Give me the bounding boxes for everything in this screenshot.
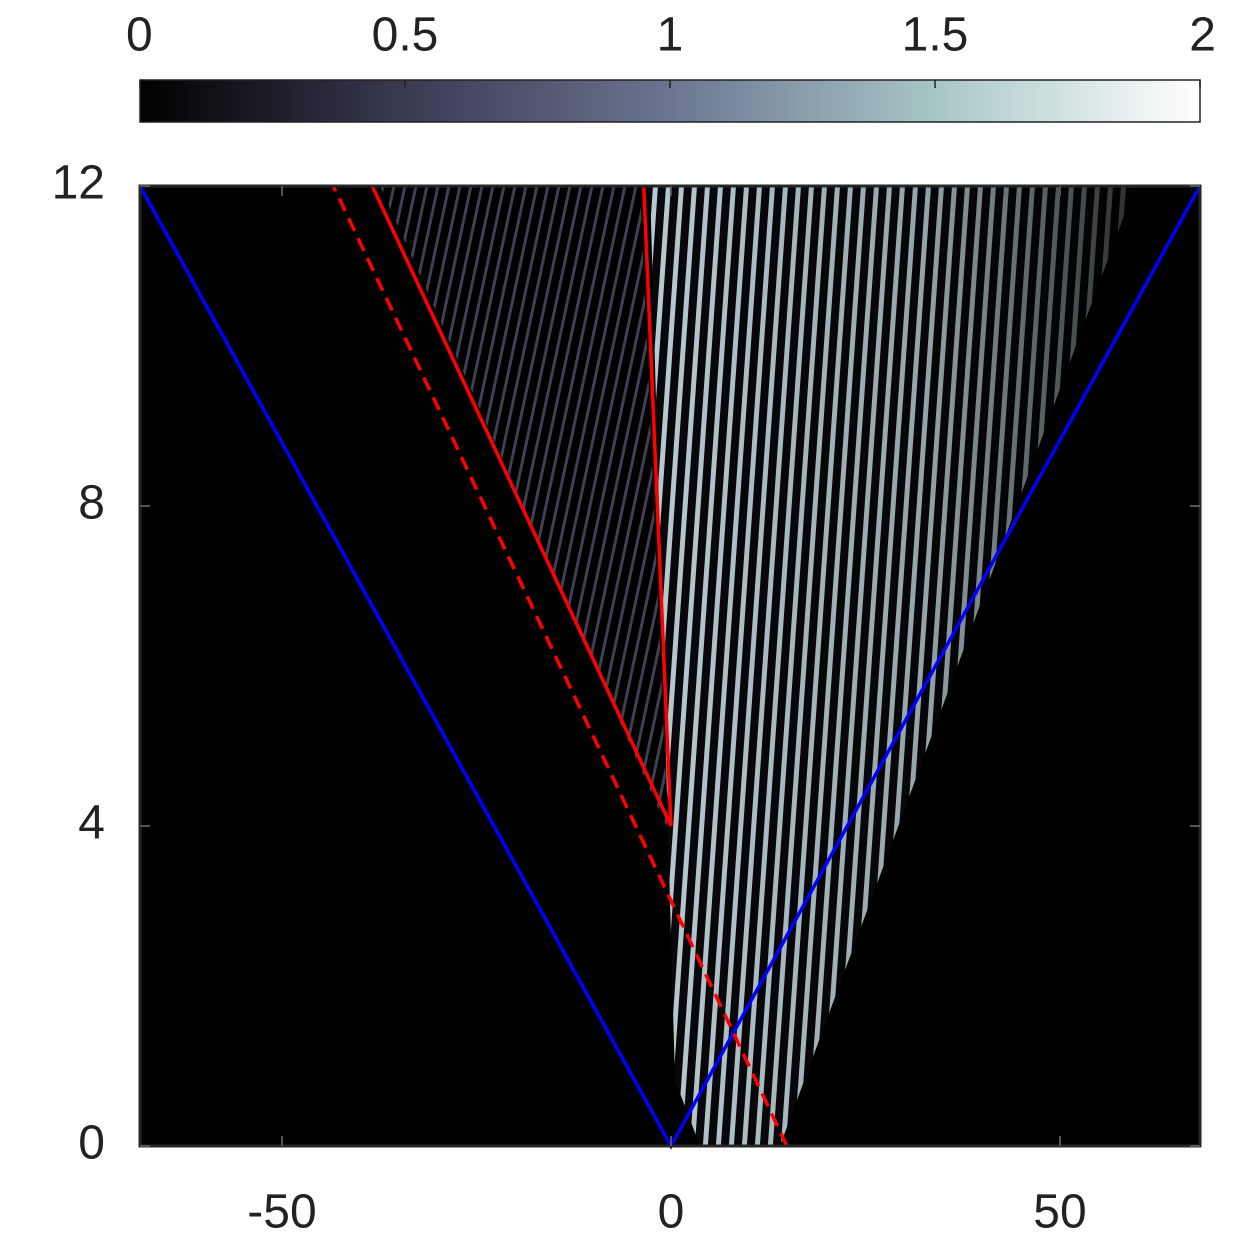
colorbar-tick-label: 1 — [657, 9, 684, 62]
colorbar-tick-label: 0 — [126, 9, 153, 62]
x-tick-label: 50 — [1033, 1186, 1086, 1239]
y-tick-label: 12 — [52, 157, 105, 210]
y-tick-label: 0 — [78, 1117, 105, 1170]
x-tick-label: -50 — [247, 1186, 316, 1239]
colorbar-tick-label: 0.5 — [372, 9, 439, 62]
colorbar-tick-label: 1.5 — [902, 9, 969, 62]
x-tick-label: 0 — [658, 1186, 685, 1239]
line-series — [370, 185, 673, 827]
colorbar-tick-label: 2 — [1189, 9, 1216, 62]
heatmap-bright-region — [650, 186, 1135, 1146]
y-tick-label: 8 — [78, 477, 105, 530]
line-series — [331, 185, 789, 1147]
y-tick-label: 4 — [78, 797, 105, 850]
